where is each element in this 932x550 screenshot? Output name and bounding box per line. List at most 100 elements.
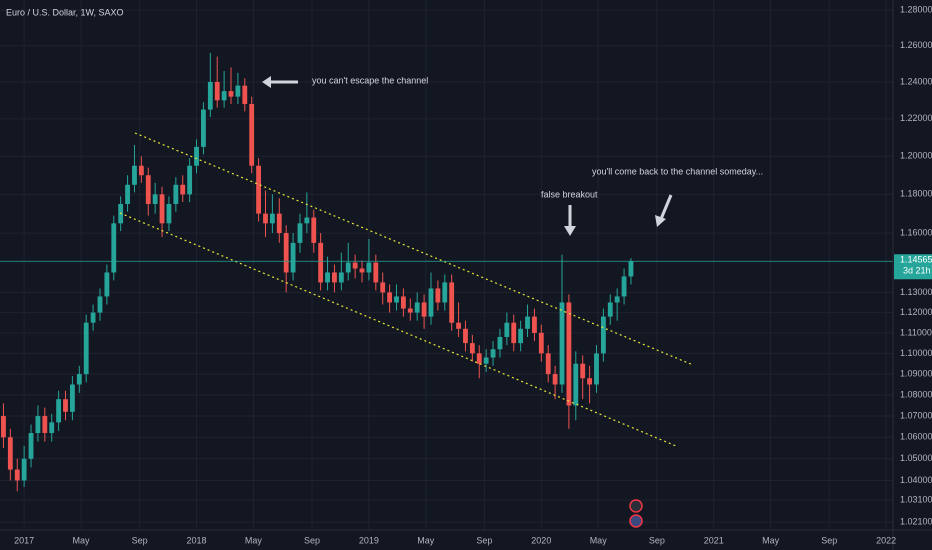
candle-body	[159, 194, 165, 224]
y-tick-label: 1.28000	[900, 4, 932, 14]
x-tick-label: May	[417, 535, 435, 545]
grid	[0, 0, 893, 530]
candle-body	[21, 458, 27, 481]
candle-body	[525, 316, 530, 329]
candle-body	[194, 146, 199, 166]
y-tick-label: 1.20000	[900, 151, 932, 161]
candle-body	[552, 374, 558, 385]
candle-body	[263, 213, 268, 224]
candle-body	[35, 416, 41, 434]
candle-body	[518, 328, 524, 344]
candle-body	[180, 184, 186, 195]
candle-body	[166, 203, 172, 224]
candle-body	[345, 262, 351, 273]
candle-body	[400, 296, 406, 309]
x-tick-label: 2022	[876, 535, 896, 545]
candle-body	[173, 184, 179, 204]
y-tick-label: 1.18000	[900, 189, 932, 199]
candle-body	[559, 302, 565, 385]
candle-body	[421, 302, 427, 317]
candle-body	[269, 213, 275, 224]
x-tick-label: May	[73, 535, 91, 545]
candle-body	[538, 332, 544, 354]
candle-body	[628, 261, 634, 277]
channel-upper	[134, 132, 694, 366]
y-tick-label: 1.26000	[900, 40, 932, 50]
candle-body	[580, 363, 586, 379]
x-tick-label: May	[590, 535, 608, 545]
channel-lower	[119, 212, 677, 447]
candles	[1, 52, 634, 492]
x-tick-label: May	[245, 535, 263, 545]
candle-body	[304, 217, 310, 224]
candle-body	[138, 165, 144, 176]
candle-body	[28, 433, 34, 459]
candle-body	[111, 223, 117, 273]
candle-body	[242, 85, 248, 105]
candle-body	[76, 374, 82, 385]
candle-body	[414, 302, 420, 313]
candle-body	[201, 109, 206, 147]
y-tick-label: 1.13000	[900, 287, 932, 297]
candle-body	[497, 336, 503, 350]
candle-body	[235, 85, 241, 97]
y-tick-label: 1.16000	[900, 227, 932, 237]
candle-body	[283, 233, 289, 273]
y-tick-label: 1.03100	[900, 495, 932, 505]
candle-body	[594, 353, 599, 385]
x-tick-label: 2019	[359, 535, 379, 545]
annotation: you can't escape the channel	[312, 75, 428, 85]
candle-body	[187, 165, 193, 195]
candle-body	[373, 262, 379, 283]
candle-body	[463, 328, 468, 344]
candle-body	[97, 296, 103, 313]
event-icon[interactable]	[629, 499, 643, 513]
price-tag	[894, 254, 932, 280]
candle-body	[607, 302, 613, 317]
candle-body	[600, 316, 606, 354]
candle-body	[228, 91, 234, 97]
candle-body	[435, 288, 441, 303]
candle-body	[152, 194, 158, 204]
candle-body	[490, 349, 496, 358]
annotation: you'll come back to the channel someday.…	[592, 166, 763, 176]
candle-body	[394, 296, 399, 303]
candle-body	[221, 91, 227, 101]
x-tick-label: 2018	[187, 535, 207, 545]
candle-body	[42, 416, 48, 434]
candle-body	[545, 353, 551, 375]
x-tick-label: 2020	[531, 535, 551, 545]
arrow	[659, 194, 673, 220]
x-tick-label: Sep	[304, 535, 320, 545]
y-tick-label: 1.07000	[900, 410, 932, 420]
arrow-head	[564, 226, 576, 236]
candle-body	[532, 316, 537, 333]
candle-body	[214, 81, 220, 101]
y-tick-label: 1.09000	[900, 368, 932, 378]
event-icon[interactable]	[629, 514, 643, 528]
x-tick-label: Sep	[132, 535, 148, 545]
candle-body	[511, 322, 517, 344]
candle-body	[332, 272, 337, 283]
candle-body	[325, 272, 330, 283]
y-tick-label: 1.05000	[900, 453, 932, 463]
candle-body	[407, 308, 413, 313]
candle-body	[614, 296, 620, 303]
candle-body	[587, 378, 593, 385]
candle-body	[290, 242, 296, 273]
candle-body	[90, 312, 96, 323]
x-tick-label: Sep	[476, 535, 492, 545]
candle-body	[145, 175, 151, 204]
candle-body	[428, 288, 434, 317]
candle-body	[69, 384, 75, 412]
candle-body	[56, 399, 62, 423]
candle-body	[297, 223, 303, 243]
candle-body	[456, 322, 461, 329]
candle-body	[338, 272, 344, 283]
y-tick-label: 1.24000	[900, 76, 932, 86]
candle-body	[14, 469, 20, 481]
candle-body	[318, 242, 324, 283]
candle-body	[125, 184, 130, 204]
